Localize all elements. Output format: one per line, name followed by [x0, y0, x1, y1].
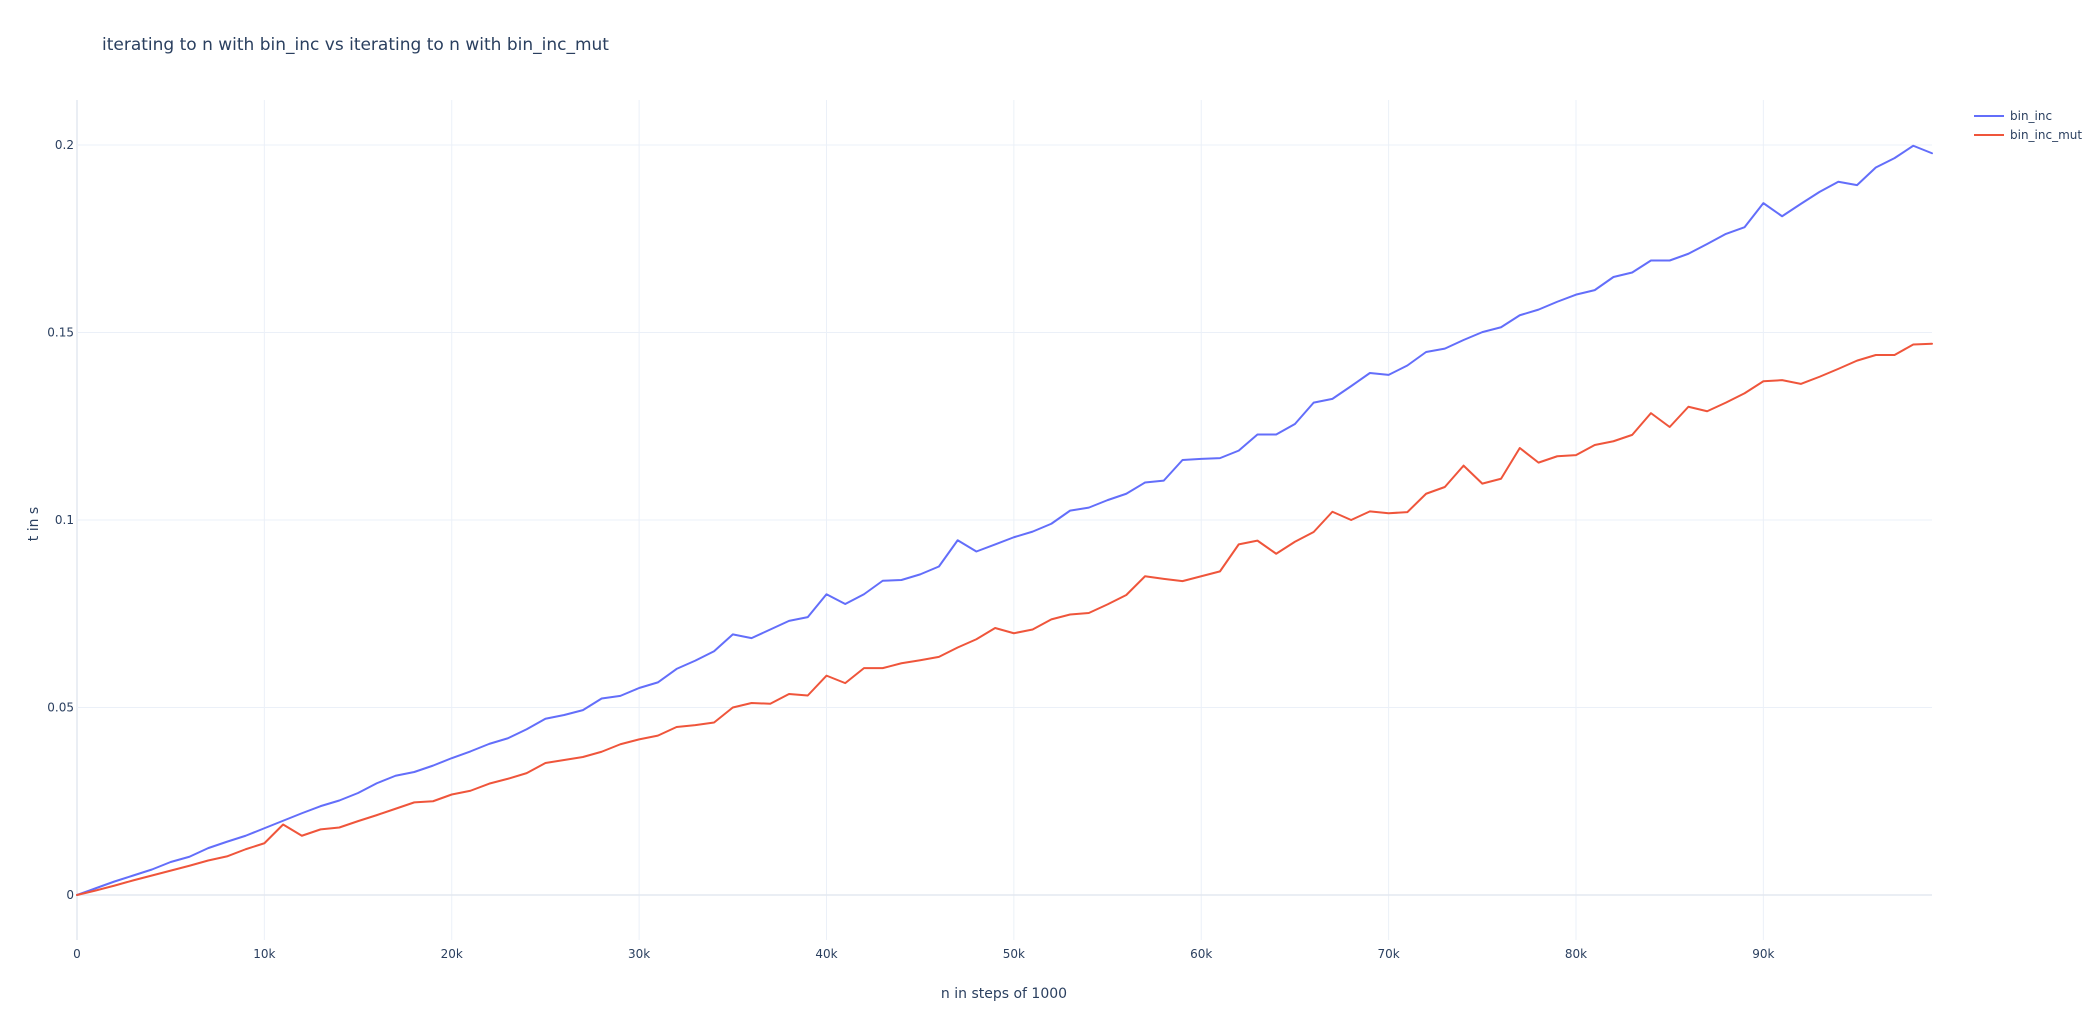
- grid: [76, 100, 1932, 940]
- y-tick-label: 0.1: [55, 513, 74, 527]
- x-tick-label: 0: [73, 947, 81, 961]
- y-tick-label: 0.05: [47, 701, 74, 715]
- y-axis-ticks: 0 0.05 0.1 0.15 0.2: [47, 138, 74, 902]
- series-line-bin-inc: [76, 144, 1933, 896]
- x-tick-label: 10k: [253, 947, 275, 961]
- legend-item-bin-inc-mut[interactable]: bin_inc_mut: [1974, 128, 2082, 142]
- legend-label: bin_inc_mut: [2010, 128, 2082, 142]
- y-axis-title: t in s: [26, 507, 42, 541]
- series-lines: [76, 144, 1933, 896]
- series-line-bin-inc-mut: [76, 342, 1933, 896]
- x-tick-label: 70k: [1378, 947, 1400, 961]
- x-tick-label: 40k: [815, 947, 837, 961]
- chart-title: iterating to n with bin_inc vs iterating…: [102, 35, 609, 55]
- x-tick-label: 50k: [1003, 947, 1025, 961]
- x-axis-ticks: 0 10k 20k 30k 40k 50k 60k 70k 80k 90k: [73, 947, 1774, 961]
- y-tick-label: 0: [66, 888, 74, 902]
- x-tick-label: 60k: [1190, 947, 1212, 961]
- y-tick-label: 0.15: [47, 326, 74, 340]
- legend-item-bin-inc[interactable]: bin_inc: [1974, 109, 2052, 123]
- x-tick-label: 20k: [441, 947, 463, 961]
- legend-label: bin_inc: [2010, 109, 2052, 123]
- x-tick-label: 30k: [628, 947, 650, 961]
- legend: bin_inc bin_inc_mut: [1974, 109, 2082, 142]
- x-tick-label: 80k: [1565, 947, 1587, 961]
- y-tick-label: 0.2: [55, 138, 74, 152]
- x-tick-label: 90k: [1752, 947, 1774, 961]
- x-axis-title: n in steps of 1000: [941, 986, 1067, 1002]
